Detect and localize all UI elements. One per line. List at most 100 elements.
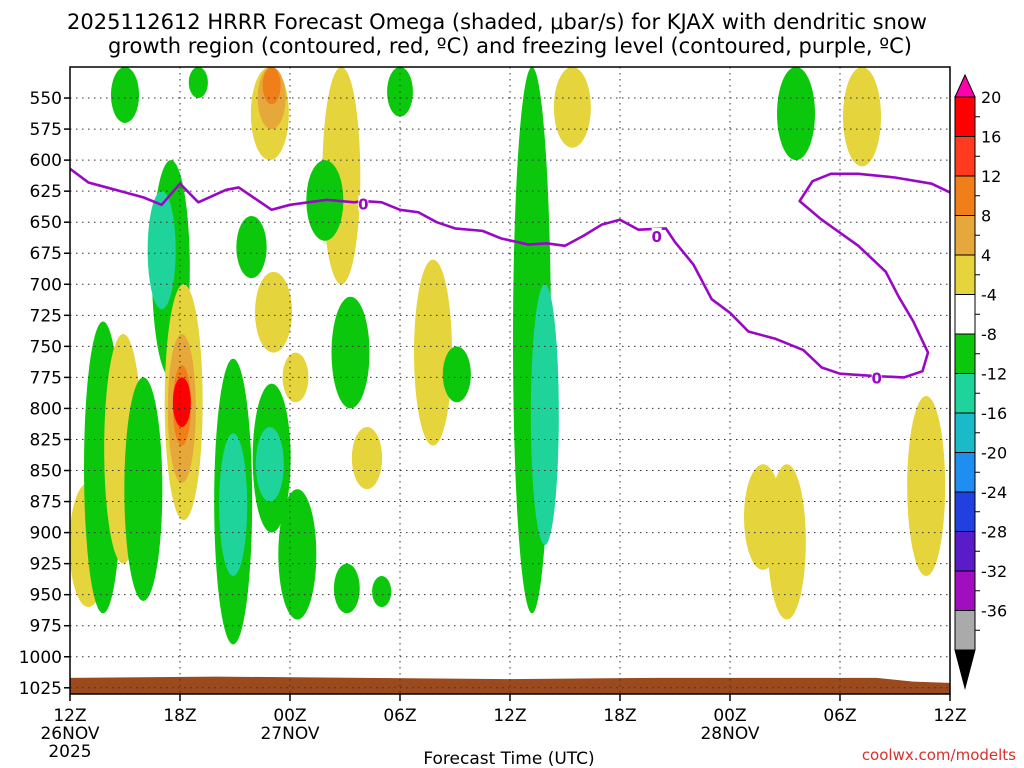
colorbar-label-12: -32 <box>981 562 1007 581</box>
x-tick-label-42: 06Z <box>823 706 856 726</box>
y-tick-label-1000: 1000 <box>19 648 62 668</box>
y-tick-label-975: 975 <box>30 617 62 637</box>
colorbar-bin-5 <box>954 254 976 295</box>
colorbar-bin-1 <box>954 96 976 137</box>
y-tick-label-625: 625 <box>30 182 62 202</box>
y-tick-label-925: 925 <box>30 555 62 575</box>
omega-region-1 <box>188 67 208 99</box>
colorbar-bin-7 <box>954 333 976 374</box>
colorbar-label-5: -4 <box>981 286 997 305</box>
omega-region-33 <box>333 563 360 614</box>
omega-region-0 <box>110 67 140 123</box>
x-tick-label-36: 00Z <box>713 706 746 726</box>
x-tick-label-12: 00Z <box>273 706 306 726</box>
omega-region-17 <box>530 284 559 546</box>
colorbar-bin-13 <box>954 570 976 611</box>
colorbar-label-11: -28 <box>981 523 1007 542</box>
y-tick-label-550: 550 <box>30 89 62 109</box>
colorbar-bin-12 <box>954 531 976 572</box>
omega-region-32 <box>351 427 383 490</box>
freezing-level-contour: 0 0 0 <box>70 167 950 387</box>
omega-region-35 <box>414 259 452 446</box>
freezing-label-2: 0 <box>871 369 881 387</box>
omega-region-5 <box>262 67 281 105</box>
colorbar-label-10: -24 <box>981 483 1007 502</box>
y-tick-label-675: 675 <box>30 244 62 264</box>
omega-region-30 <box>278 489 317 620</box>
colorbar-label-8: -16 <box>981 404 1007 423</box>
y-tick-label-650: 650 <box>30 213 62 233</box>
colorbar-bin-10 <box>954 452 976 493</box>
omega-region-7 <box>553 67 591 148</box>
y-tick-label-700: 700 <box>30 275 62 295</box>
colorbar-bin-14 <box>954 610 976 651</box>
omega-shading <box>70 67 946 645</box>
freezing-label-bg-2 <box>871 369 882 385</box>
y-tick-label-850: 850 <box>30 462 62 482</box>
omega-region-25 <box>124 377 163 601</box>
y-tick-label-900: 900 <box>30 524 62 544</box>
omega-region-15 <box>282 352 309 403</box>
colorbar-top-arrow <box>954 73 976 98</box>
chart-title-line-2: growth region (contoured, red, ºC) and f… <box>108 34 912 58</box>
y-axis-ticks: 550 575 600 625 650 675 700 725 750 775 800 825 850 8… <box>19 89 70 699</box>
omega-region-31 <box>331 296 370 409</box>
y-tick-label-600: 600 <box>30 151 62 171</box>
omega-region-8 <box>777 67 815 161</box>
colorbar-bin-6 <box>954 294 976 335</box>
colorbar-bin-8 <box>954 373 976 414</box>
x-tick-label-18: 06Z <box>383 706 416 726</box>
y-tick-label-825: 825 <box>30 430 62 450</box>
colorbar-label-4: 4 <box>981 246 991 265</box>
y-tick-label-750: 750 <box>30 337 62 357</box>
colorbar-bin-3 <box>954 175 976 216</box>
colorbar: 20 16 12 8 4 -4 -8 -12 -16 -20 -24 -28 -32 -36 <box>954 73 1007 690</box>
omega-region-29 <box>255 427 284 502</box>
omega-region-38 <box>767 464 806 620</box>
colorbar-bin-9 <box>954 412 976 453</box>
x-date-label-0: 26NOV <box>40 724 99 744</box>
x-tick-label-6: 18Z <box>163 706 196 726</box>
colorbar-label-7: -12 <box>981 365 1007 384</box>
x-tick-label-24: 12Z <box>493 706 526 726</box>
x-tick-label-0: 12Z <box>53 706 86 726</box>
freezing-label-bg-0 <box>358 195 369 211</box>
colorbar-bottom-arrow <box>954 649 976 690</box>
omega-region-11 <box>147 191 176 310</box>
freezing-level-line <box>70 167 950 379</box>
omega-region-27 <box>219 433 248 577</box>
y-tick-label-775: 775 <box>30 368 62 388</box>
omega-region-39 <box>907 396 946 577</box>
y-tick-label-875: 875 <box>30 493 62 513</box>
x-axis-label: Forecast Time (UTC) <box>423 749 594 768</box>
colorbar-label-2: 12 <box>981 167 1001 186</box>
x-date-label-12: 27NOV <box>260 724 319 744</box>
y-tick-label-1025: 1025 <box>19 679 62 699</box>
y-tick-label-725: 725 <box>30 306 62 326</box>
freezing-label-1: 0 <box>651 228 661 246</box>
x-tick-label-30: 18Z <box>603 706 636 726</box>
colorbar-label-1: 16 <box>981 128 1001 147</box>
colorbar-label-3: 8 <box>981 207 991 226</box>
x-date-label-36: 28NOV <box>700 724 759 744</box>
y-tick-label-800: 800 <box>30 399 62 419</box>
y-tick-label-575: 575 <box>30 120 62 140</box>
freezing-label-bg-1 <box>651 227 662 243</box>
x-tick-label-48: 12Z <box>933 706 966 726</box>
chart-title-line-1: 2025112612 HRRR Forecast Omega (shaded, … <box>67 10 927 34</box>
colorbar-bin-4 <box>954 215 976 256</box>
credit-text: coolwx.com/modelts <box>862 746 1016 764</box>
colorbar-bin-2 <box>954 136 976 177</box>
colorbar-bin-11 <box>954 491 976 532</box>
colorbar-label-0: 20 <box>981 88 1001 107</box>
omega-region-12 <box>236 215 267 279</box>
omega-region-9 <box>843 67 881 167</box>
freezing-label-0: 0 <box>358 196 368 214</box>
colorbar-label-6: -8 <box>981 325 997 344</box>
omega-region-34 <box>372 576 392 608</box>
x-year-label-0: 2025 <box>48 742 91 762</box>
omega-region-14 <box>254 271 293 353</box>
omega-region-21 <box>172 377 191 428</box>
